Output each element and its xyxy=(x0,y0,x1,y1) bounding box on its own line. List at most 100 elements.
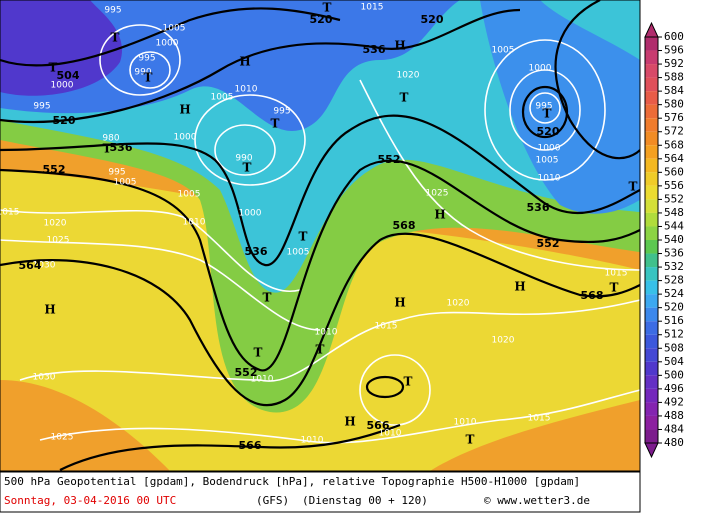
pressure-center: H xyxy=(344,415,355,429)
pressure-center: T xyxy=(263,291,272,305)
map-field xyxy=(0,0,640,471)
colorbar-tick-label: 548 xyxy=(664,206,684,219)
isobar-label: 1020 xyxy=(397,71,420,81)
colorbar-tick-label: 536 xyxy=(664,247,684,260)
colorbar-band xyxy=(645,77,658,92)
colorbar-band xyxy=(645,307,658,322)
geopotential-label: 552 xyxy=(235,366,258,379)
colorbar-tick-label: 524 xyxy=(664,287,684,300)
isobar-label: 980 xyxy=(102,134,119,144)
isobar-label: 1015 xyxy=(528,414,551,424)
caption-line1: 500 hPa Geopotential [gpdam], Bodendruck… xyxy=(4,475,580,488)
colorbar-band xyxy=(645,118,658,132)
isobar-label: 1010 xyxy=(183,218,206,228)
map-frame xyxy=(0,0,641,472)
isobar-label: 1005 xyxy=(114,178,137,188)
geopotential-label: 566 xyxy=(367,419,390,432)
isobar-label: 1010 xyxy=(379,429,402,439)
isobar-label: 1000 xyxy=(538,144,561,154)
isobars xyxy=(0,24,640,444)
isobar-label: 1010 xyxy=(235,85,258,95)
pressure-center: T xyxy=(323,1,332,15)
isobar-label: 1015 xyxy=(0,208,19,218)
isobar-label: 1005 xyxy=(287,248,310,258)
isobar-label: 1010 xyxy=(301,436,324,446)
colorbar-tick-label: 600 xyxy=(664,30,684,43)
colorbar-tick-label: 560 xyxy=(664,165,684,178)
colorbar-band xyxy=(645,199,658,213)
pressure-center: T xyxy=(111,31,120,45)
colorbar-band xyxy=(645,172,658,186)
pressure-center: T xyxy=(629,180,638,194)
geopotential-label: 536 xyxy=(363,43,386,56)
pressure-center: T xyxy=(299,230,308,244)
colorbar-top-arrow xyxy=(644,21,659,38)
isobar-label: 1005 xyxy=(492,46,515,56)
colorbar-tick-label: 492 xyxy=(664,395,684,408)
pressure-center: H xyxy=(514,280,525,294)
geopotential-label: 520 xyxy=(53,114,76,127)
isobar-label: 1020 xyxy=(447,299,470,309)
caption-box xyxy=(0,471,641,513)
isobar-label: 1025 xyxy=(426,189,449,199)
pressure-center: T xyxy=(466,433,475,447)
colorbar-tick-label: 592 xyxy=(664,57,684,70)
isobar-label: 990 xyxy=(134,68,151,78)
colorbar-tick-label: 480 xyxy=(664,436,684,449)
colorbar-tick-label: 508 xyxy=(664,341,684,354)
colorbar-tick-label: 496 xyxy=(664,382,684,395)
colorbar-tick-label: 568 xyxy=(664,138,684,151)
pressure-center: T xyxy=(144,71,153,85)
colorbar-band xyxy=(645,348,658,362)
pressure-center: T xyxy=(49,61,58,75)
pressure-center: H xyxy=(44,303,55,317)
pressure-center: H xyxy=(239,55,250,69)
colorbar-band xyxy=(645,415,658,430)
geopotential-lines xyxy=(0,0,640,471)
isobar-label: 1000 xyxy=(156,39,179,49)
isobar-label: 1025 xyxy=(51,433,74,443)
isobar-label: 1000 xyxy=(174,133,197,143)
isobar-label: 1015 xyxy=(605,269,628,279)
isobar-label: 995 xyxy=(108,168,125,178)
caption-forecast: (Dienstag 00 + 120) xyxy=(302,494,428,507)
isobar-label: 1020 xyxy=(492,336,515,346)
geopotential-label: 536 xyxy=(110,141,133,154)
colorbar-band xyxy=(645,334,658,349)
colorbar-band xyxy=(645,253,658,268)
colorbar: 6005965925885845805765725685645605565525… xyxy=(644,21,684,459)
colorbar-band xyxy=(645,429,658,443)
isobar-label: 1010 xyxy=(538,174,561,184)
colorbar-tick-label: 544 xyxy=(664,219,684,232)
isobar-label: 995 xyxy=(535,102,552,112)
colorbar-band xyxy=(645,375,658,389)
field-purple xyxy=(0,0,123,96)
colorbar-tick-label: 580 xyxy=(664,98,684,111)
colorbar-band xyxy=(645,158,658,173)
isobar-label: 995 xyxy=(273,107,290,117)
colorbar-band xyxy=(645,104,658,119)
geopotential-label: 536 xyxy=(245,245,268,258)
caption-copyright: © www.wetter3.de xyxy=(484,494,590,507)
pressure-center: T xyxy=(271,117,280,131)
geopotential-label: 536 xyxy=(527,201,550,214)
geopotential-label: 520 xyxy=(421,13,444,26)
colorbar-tick-label: 572 xyxy=(664,125,684,138)
colorbar-band xyxy=(645,402,658,416)
pressure-center: T xyxy=(543,107,552,121)
pressure-center: H xyxy=(434,208,445,222)
pressure-center: H xyxy=(179,103,190,117)
colorbar-band xyxy=(645,50,658,65)
isobar-label: 1025 xyxy=(47,236,70,246)
colorbar-tick-label: 540 xyxy=(664,233,684,246)
colorbar-tick-label: 516 xyxy=(664,314,684,327)
isobar-label: 995 xyxy=(104,6,121,16)
colorbar-band xyxy=(645,131,658,146)
colorbar-tick-label: 584 xyxy=(664,84,684,97)
pressure-center: H xyxy=(394,39,405,53)
isobar-label: 1000 xyxy=(529,64,552,74)
geopotential-label: 552 xyxy=(537,237,560,250)
colorbar-band xyxy=(645,267,658,281)
